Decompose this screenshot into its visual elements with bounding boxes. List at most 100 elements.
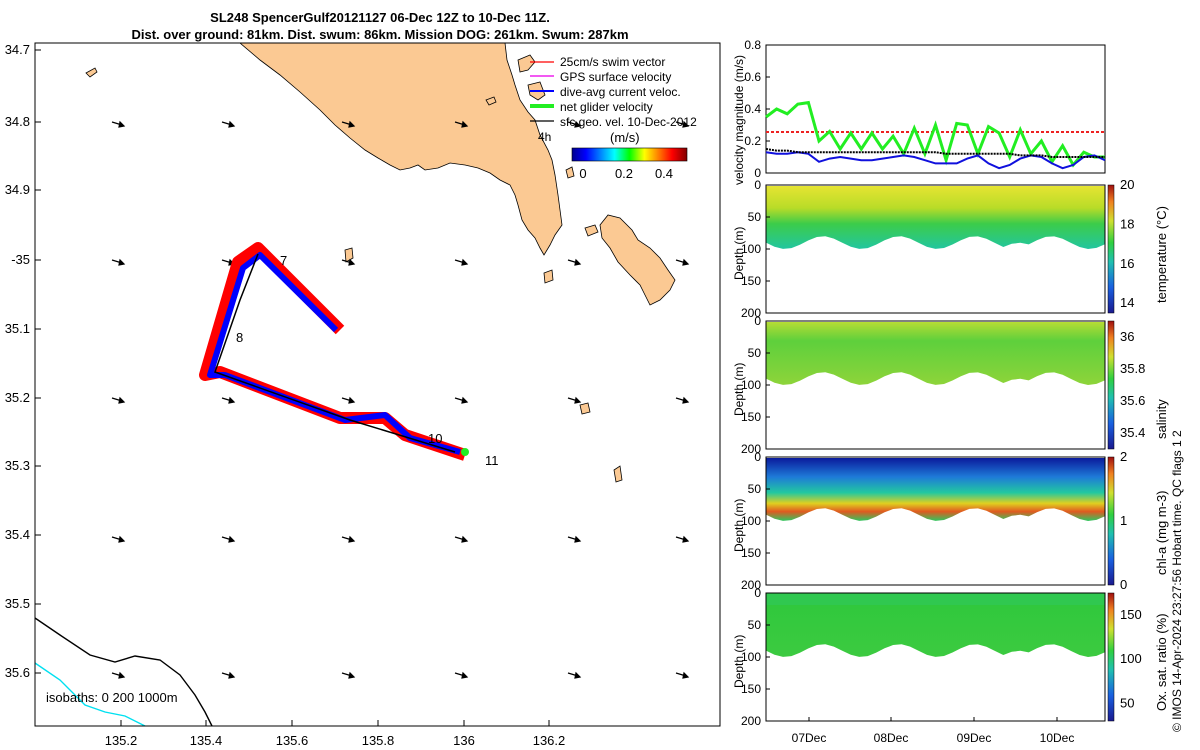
legend-sfc-geo: sfc geo. vel. 10-Dec-2012 (560, 115, 697, 129)
colorbar-tick: 2 (1120, 449, 1127, 464)
depth-tick: 0 (754, 314, 761, 328)
time-axis-ticks: 07Dec 08Dec 09Dec 10Dec (792, 717, 1074, 745)
depth-label: Depth (m) (732, 363, 746, 416)
colorbar (1107, 320, 1115, 450)
velocity-panel: 0 0.2 0.4 0.6 0.8 velocity magnitude (m/s) (732, 38, 1106, 185)
map-x-tick: 135.4 (190, 733, 223, 748)
colorbar-label: temperature (°C) (1154, 206, 1169, 303)
map-y-tick: 35.3 (5, 458, 30, 473)
sfc-vel-arrowhead (461, 671, 469, 679)
sfc-vel-arrowhead (118, 535, 126, 543)
time-tick: 07Dec (792, 731, 827, 745)
map-x-tick: 135.6 (276, 733, 309, 748)
colorbar-label: chl-a (mg m-3) (1154, 490, 1169, 575)
map-x-tick: 136 (453, 733, 475, 748)
map-y-tick: 35.1 (5, 321, 30, 336)
isobath-200m (34, 617, 213, 727)
dive-current-line (765, 151, 1106, 170)
profile-panel-temperature: 0 50 100 150 200 Depth (m) 14 16 18 20 temperature… (732, 177, 1169, 320)
colorbar-tick: 0 (579, 166, 586, 181)
depth-tick: 200 (741, 306, 761, 320)
depth-tick: 50 (748, 210, 762, 224)
depth-tick: 0 (754, 178, 761, 192)
sfc-vel-arrowhead (682, 120, 690, 128)
sfc-vel-arrowhead (682, 396, 690, 404)
track-net-velocity (214, 253, 456, 453)
profile-data-fill (766, 594, 1105, 657)
track-end-marker (461, 448, 469, 456)
sfc-vel-arrowhead (682, 535, 690, 543)
map-legend: 25cm/s swim vector GPS surface velocity … (530, 55, 697, 145)
sfc-vel-arrowhead (574, 258, 582, 266)
colorbar-tick: 0 (1120, 577, 1127, 592)
sfc-vel-arrowhead (461, 535, 469, 543)
colorbar-label: Ox. sat. ratio (%) (1154, 613, 1169, 711)
map-x-tick: 135.8 (362, 733, 395, 748)
velocity-y-tick: 0.6 (744, 70, 761, 84)
depth-label: Depth (m) (732, 227, 746, 280)
sfc-vel-arrowhead (118, 396, 126, 404)
map-y-tick: 34.9 (5, 182, 30, 197)
velocity-y-tick: 0 (754, 166, 761, 180)
isobath-1000m (34, 662, 146, 727)
colorbar-unit: (m/s) (610, 130, 640, 145)
map-y-tick: 35.4 (5, 527, 30, 542)
depth-tick: 50 (748, 618, 762, 632)
day-label-8: 8 (236, 330, 243, 345)
sfc-vel-arrowhead (682, 258, 690, 266)
velocity-y-tick: 0.8 (744, 38, 761, 52)
depth-tick: 0 (754, 450, 761, 464)
sfc-vel-arrowhead (348, 671, 356, 679)
glider-track (199, 242, 469, 461)
depth-tick: 0 (754, 586, 761, 600)
profile-data-fill (766, 458, 1105, 521)
colorbar-tick: 20 (1120, 177, 1134, 192)
depth-tick: 150 (741, 410, 761, 424)
isobath-label: isobaths: 0 200 1000m (46, 690, 178, 705)
map-x-ticks: 135.2 135.4 135.6 135.8 136 136.2 (105, 720, 565, 748)
speed-colorbar: 0 0.2 0.4 (571, 147, 688, 181)
sfc-vel-arrowhead (461, 258, 469, 266)
colorbar-tick: 36 (1120, 329, 1134, 344)
velocity-y-tick: 0.4 (744, 102, 761, 116)
depth-tick: 100 (741, 514, 761, 528)
depth-tick: 200 (741, 442, 761, 456)
depth-tick: 50 (748, 482, 762, 496)
depth-tick: 100 (741, 242, 761, 256)
map-y-ticks: 34.7 34.8 34.9 -35 35.1 35.2 35.3 35.4 35.5 35.6 (5, 42, 41, 680)
depth-tick: 100 (741, 650, 761, 664)
sfc-vel-arrowhead (118, 671, 126, 679)
map-y-tick: -35 (11, 252, 30, 267)
depth-tick: 150 (741, 546, 761, 560)
sfc-geo-line (765, 148, 1105, 158)
sfc-vel-arrowhead (574, 671, 582, 679)
depth-tick: 150 (741, 682, 761, 696)
colorbar-tick: 16 (1120, 256, 1134, 271)
sfc-vel-arrowhead (348, 396, 356, 404)
time-tick: 08Dec (874, 731, 909, 745)
colorbar-tick: 1 (1120, 513, 1127, 528)
map-panel: 7 8 10 11 25cm/s swim vector GPS surface… (5, 42, 721, 748)
depth-label: Depth (m) (732, 499, 746, 552)
depth-tick: 50 (748, 346, 762, 360)
profile-data-fill (766, 322, 1105, 385)
sfc-vel-arrowhead (228, 671, 236, 679)
map-y-tick: 35.2 (5, 390, 30, 405)
day-label-11: 11 (485, 453, 499, 468)
legend-swim-vector: 25cm/s swim vector (560, 55, 665, 69)
sfc-vel-arrowhead (228, 396, 236, 404)
map-y-tick: 34.8 (5, 114, 30, 129)
sfc-vel-arrowhead (228, 120, 236, 128)
isobaths (34, 617, 213, 727)
map-y-tick: 34.7 (5, 42, 30, 57)
colorbar-label: salinity (1154, 399, 1169, 439)
sfc-vel-arrowhead (574, 396, 582, 404)
colorbar-tick: 150 (1120, 607, 1142, 622)
depth-tick: 150 (741, 274, 761, 288)
sfc-vel-arrowhead (348, 258, 356, 266)
surface-velocity-arrows (111, 120, 690, 679)
colorbar (1107, 184, 1115, 314)
colorbar-tick: 35.4 (1120, 425, 1145, 440)
depth-tick: 200 (741, 578, 761, 592)
